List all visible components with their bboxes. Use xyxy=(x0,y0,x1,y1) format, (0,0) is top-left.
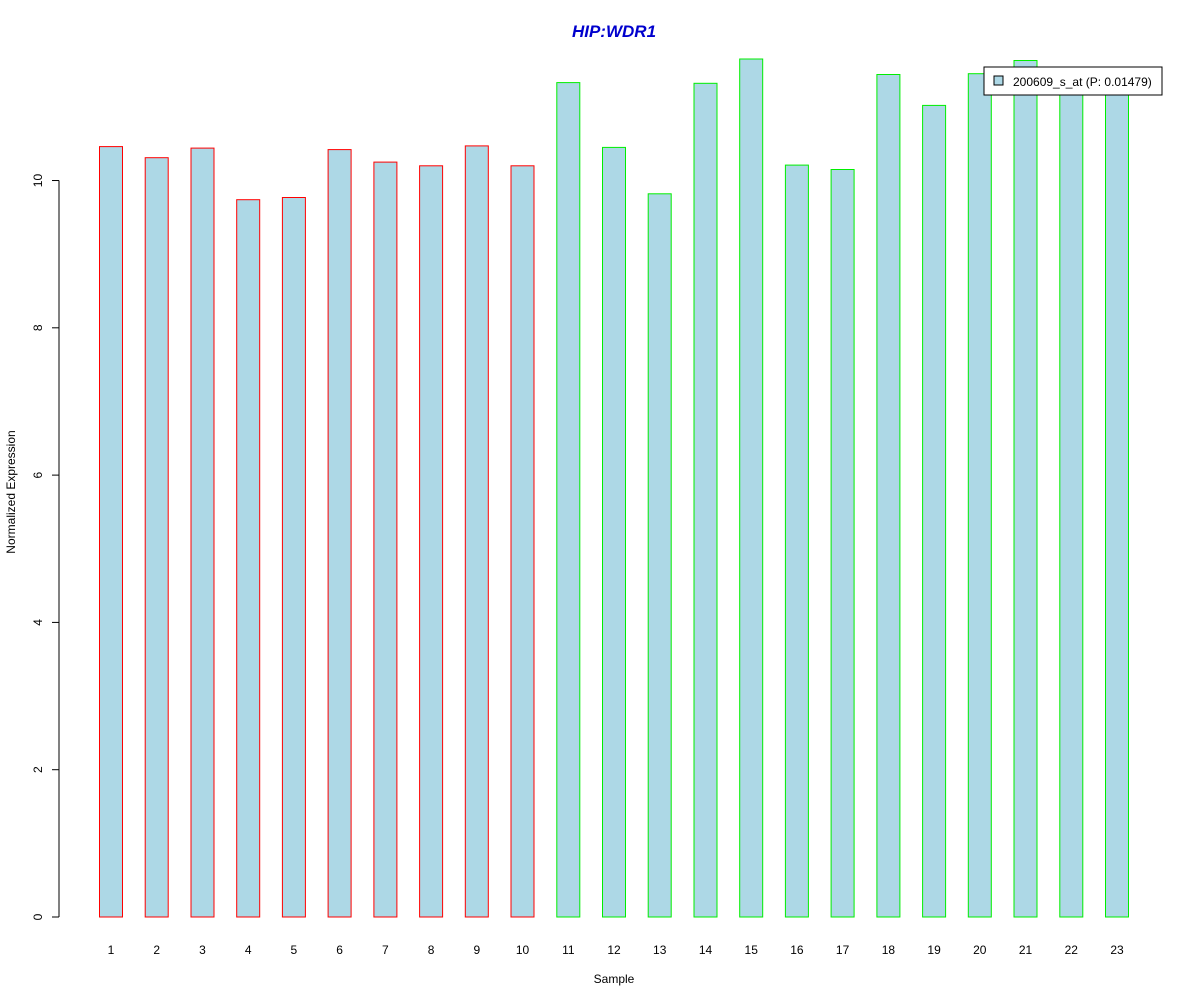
chart-title: HIP:WDR1 xyxy=(572,22,656,41)
x-tick-label: 20 xyxy=(973,943,987,957)
bar-sample-17 xyxy=(830,169,855,918)
x-tick-label: 12 xyxy=(607,943,621,957)
x-tick-label: 9 xyxy=(473,943,480,957)
x-tick-label: 18 xyxy=(882,943,896,957)
x-tick-label: 16 xyxy=(790,943,804,957)
bar-sample-21 xyxy=(1013,60,1038,918)
legend-label: 200609_s_at (P: 0.01479) xyxy=(1013,75,1152,89)
legend-box xyxy=(983,66,1163,96)
bar-sample-19 xyxy=(922,104,947,918)
bar-sample-8 xyxy=(419,165,444,918)
x-tick-label: 8 xyxy=(428,943,435,957)
bar-sample-9 xyxy=(464,145,489,918)
legend-swatch xyxy=(993,75,1004,86)
bars-group xyxy=(99,58,1129,918)
x-tick-label: 21 xyxy=(1019,943,1033,957)
y-axis-label: Normalized Expression xyxy=(4,430,18,553)
x-tick-label: 6 xyxy=(336,943,343,957)
x-tick-label: 4 xyxy=(245,943,252,957)
bar-sample-18 xyxy=(876,74,901,918)
x-tick-label: 2 xyxy=(153,943,160,957)
x-tick-label: 7 xyxy=(382,943,389,957)
x-tick-label: 19 xyxy=(927,943,941,957)
x-tick-label: 10 xyxy=(516,943,530,957)
bar-sample-11 xyxy=(556,82,581,918)
y-axis: 0 2 4 6 8 10 xyxy=(31,174,60,920)
bar-sample-1 xyxy=(99,146,123,918)
x-tick-label: 3 xyxy=(199,943,206,957)
y-tick-label: 4 xyxy=(31,619,45,626)
x-axis-label: Sample xyxy=(594,972,635,986)
x-tick-label: 13 xyxy=(653,943,667,957)
bar-sample-13 xyxy=(647,193,672,918)
bar-sample-7 xyxy=(373,161,398,918)
bar-sample-4 xyxy=(236,199,261,918)
y-tick-label: 10 xyxy=(31,174,45,188)
bar-sample-6 xyxy=(327,149,352,918)
bar-sample-20 xyxy=(967,73,992,918)
y-tick-label: 6 xyxy=(31,471,45,478)
x-tick-label: 23 xyxy=(1110,943,1124,957)
bar-sample-22 xyxy=(1059,88,1084,918)
y-tick-label: 8 xyxy=(31,324,45,331)
x-tick-label: 14 xyxy=(699,943,713,957)
bar-sample-14 xyxy=(693,82,718,918)
x-tick-label: 11 xyxy=(562,943,575,957)
bar-sample-2 xyxy=(144,157,169,918)
bar-sample-3 xyxy=(190,147,215,918)
bar-sample-5 xyxy=(281,197,306,918)
x-tick-label: 15 xyxy=(745,943,759,957)
bar-sample-23 xyxy=(1105,85,1129,918)
bar-sample-10 xyxy=(510,165,535,918)
x-tick-label: 22 xyxy=(1065,943,1079,957)
bar-sample-12 xyxy=(602,146,626,918)
y-tick-label: 2 xyxy=(31,766,45,773)
x-tick-labels: 1 2 3 4 5 6 7 8 9 10 11 12 13 14 15 16 17 18 19 20 21 22 23 xyxy=(108,943,1124,957)
bar-sample-15 xyxy=(739,58,764,918)
x-tick-label: 5 xyxy=(291,943,298,957)
x-tick-label: 1 xyxy=(108,943,115,957)
x-tick-label: 17 xyxy=(836,943,850,957)
bar-sample-16 xyxy=(784,164,809,918)
y-tick-label: 0 xyxy=(31,913,45,920)
legend: 200609_s_at (P: 0.01479) xyxy=(983,66,1163,96)
